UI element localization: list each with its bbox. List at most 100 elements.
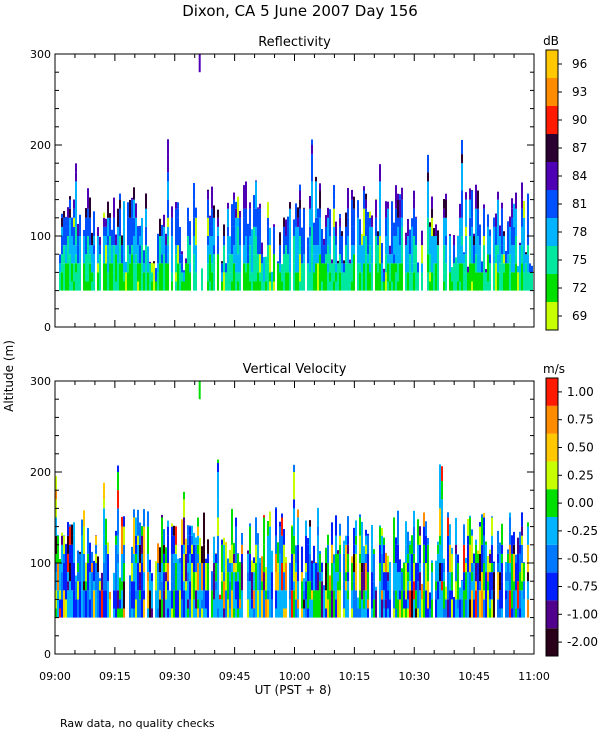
data-cell — [67, 521, 69, 536]
data-cell — [123, 563, 125, 582]
data-cell — [351, 556, 353, 563]
data-cell — [475, 272, 477, 291]
data-cell — [491, 544, 493, 563]
data-cell — [211, 263, 213, 273]
data-cell — [197, 599, 199, 609]
data-cell — [113, 197, 115, 218]
data-cell — [417, 563, 419, 573]
data-cell — [333, 281, 335, 291]
data-cell — [193, 272, 195, 291]
data-cell — [63, 553, 65, 563]
data-cell — [155, 563, 157, 591]
data-cell — [357, 217, 359, 246]
data-cell — [505, 263, 507, 291]
data-cell — [281, 590, 283, 609]
data-cell — [187, 217, 189, 236]
data-cell — [89, 263, 91, 291]
data-cell — [489, 599, 491, 609]
x-tick-label: 10:00 — [279, 670, 311, 683]
data-cell — [457, 554, 459, 563]
data-cell — [69, 281, 71, 291]
data-cell — [323, 585, 325, 591]
data-cell — [419, 544, 421, 563]
data-cell — [89, 542, 91, 554]
data-cell — [469, 544, 471, 573]
data-cell — [101, 590, 103, 618]
data-cell — [329, 281, 331, 291]
data-cell — [69, 254, 71, 282]
data-cell — [443, 558, 445, 563]
data-cell — [233, 226, 235, 246]
data-cell — [99, 578, 101, 582]
data-cell — [519, 531, 521, 545]
data-cell — [443, 245, 445, 273]
data-cell — [427, 563, 429, 573]
data-cell — [347, 190, 349, 209]
data-cell — [455, 581, 457, 600]
data-cell — [521, 226, 523, 246]
data-cell — [341, 231, 343, 236]
data-cell — [119, 193, 121, 200]
data-cell — [65, 572, 67, 600]
data-cell — [111, 245, 113, 264]
data-cell — [477, 190, 479, 209]
data-cell — [313, 254, 315, 273]
data-cell — [189, 221, 191, 236]
data-cell — [63, 211, 65, 218]
data-cell — [527, 544, 529, 573]
data-cell — [87, 208, 89, 218]
data-cell — [75, 181, 77, 200]
data-cell — [303, 281, 305, 291]
data-cell — [327, 544, 329, 563]
data-cell — [395, 236, 397, 264]
data-cell — [447, 599, 449, 618]
data-cell — [255, 236, 257, 255]
data-cell — [105, 563, 107, 591]
data-cell — [177, 202, 179, 209]
data-cell — [143, 553, 145, 573]
data-cell — [405, 544, 407, 563]
data-cell — [139, 544, 141, 563]
data-cell — [427, 190, 429, 218]
data-cell — [335, 572, 337, 600]
panels: Reflectivity0100200300dB6972757881848790… — [30, 34, 598, 683]
data-cell — [253, 557, 255, 563]
data-cell — [177, 590, 179, 618]
data-cell — [391, 263, 393, 282]
data-cell — [529, 272, 531, 291]
data-cell — [481, 514, 483, 518]
data-cell — [187, 608, 189, 618]
data-cell — [191, 572, 193, 600]
data-cell — [235, 245, 237, 264]
data-cell — [163, 544, 165, 554]
data-cell — [239, 272, 241, 291]
data-cell — [497, 530, 499, 545]
data-cell — [393, 517, 395, 536]
data-cell — [173, 535, 175, 554]
data-cell — [339, 553, 341, 573]
data-cell — [301, 608, 303, 618]
data-cell — [487, 281, 489, 291]
data-cell — [237, 553, 239, 573]
data-cell — [503, 263, 505, 273]
data-cell — [221, 544, 223, 573]
data-cell — [169, 590, 171, 618]
data-cell — [295, 272, 297, 291]
data-cell — [185, 590, 187, 618]
data-cell — [371, 245, 373, 255]
data-cell — [109, 217, 111, 236]
data-cell — [521, 208, 523, 218]
data-cell — [363, 190, 365, 209]
data-cell — [489, 608, 491, 618]
data-cell — [71, 524, 73, 545]
data-cell — [133, 236, 135, 264]
data-cell — [97, 236, 99, 264]
data-cell — [277, 572, 279, 591]
data-cell — [297, 226, 299, 255]
data-cell — [281, 563, 283, 591]
data-cell — [231, 544, 233, 563]
data-cell — [143, 572, 145, 591]
data-cell — [107, 217, 109, 236]
data-cell — [195, 544, 197, 573]
